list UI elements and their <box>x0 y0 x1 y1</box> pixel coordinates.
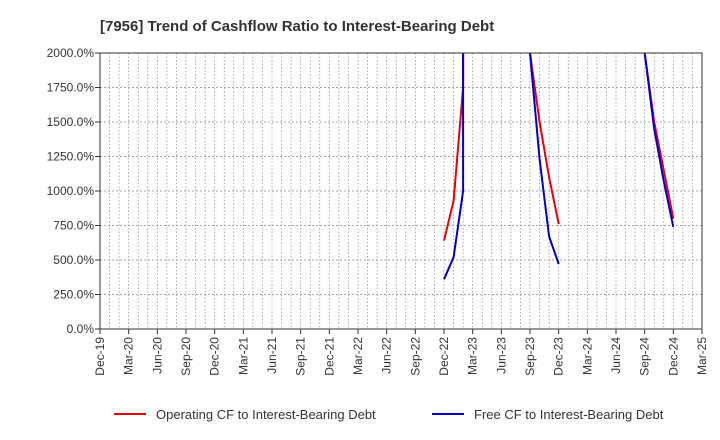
series-line-free-cf <box>443 53 465 280</box>
y-tick-label: 500.0% <box>53 253 94 267</box>
y-tick-label: 1000.0% <box>47 184 95 198</box>
x-tick-label: Mar-21 <box>236 337 250 375</box>
y-tick-label: 1500.0% <box>47 115 95 129</box>
x-tick-label: Sep-22 <box>408 337 422 376</box>
x-tick-label: Dec-22 <box>437 337 451 376</box>
x-tick-label: Sep-23 <box>523 337 537 376</box>
series-line-operating-cf <box>643 52 675 219</box>
x-tick-label: Mar-22 <box>351 337 365 375</box>
legend-label: Operating CF to Interest-Bearing Debt <box>156 407 376 422</box>
x-tick-label: Mar-20 <box>122 337 136 375</box>
x-tick-label: Dec-24 <box>666 337 680 376</box>
x-tick-label: Dec-23 <box>552 337 566 376</box>
x-tick-label: Sep-21 <box>294 337 308 376</box>
y-tick-label: 0.0% <box>67 322 95 336</box>
chart-title: [7956] Trend of Cashflow Ratio to Intere… <box>100 18 494 35</box>
grid <box>100 52 702 329</box>
x-tick-label: Mar-23 <box>466 337 480 375</box>
x-tick-label: Dec-21 <box>322 337 336 376</box>
x-tick-label: Jun-21 <box>265 337 279 374</box>
x-tick-label: Dec-20 <box>208 337 222 376</box>
legend: Operating CF to Interest-Bearing Debt Fre… <box>114 407 664 422</box>
y-tick-label: 1750.0% <box>47 81 95 95</box>
y-tick-label: 2000.0% <box>47 46 95 60</box>
x-tick-label: Mar-25 <box>695 337 709 375</box>
x-tick-label: Mar-24 <box>580 337 594 375</box>
series-line-operating-cf <box>529 52 560 225</box>
x-tick-label: Jun-20 <box>150 337 164 374</box>
x-tick-label: Jun-23 <box>494 337 508 374</box>
series-line-free-cf <box>529 52 560 265</box>
y-tick-label: 750.0% <box>53 219 94 233</box>
plot-frame <box>99 52 703 330</box>
x-tick-label: Dec-19 <box>93 337 107 376</box>
x-tick-label: Jun-22 <box>380 337 394 374</box>
x-tick-label: Sep-20 <box>179 337 193 376</box>
axes: 0.0% 250.0% 500.0% 750.0% 1000.0% 1250.0% 1500… <box>47 46 709 376</box>
x-tick-label: Jun-24 <box>609 337 623 374</box>
y-tick-label: 1250.0% <box>47 150 95 164</box>
legend-label: Free CF to Interest-Bearing Debt <box>474 407 664 422</box>
series-lines <box>443 52 675 280</box>
x-tick-label: Sep-24 <box>638 337 652 376</box>
y-tick-label: 250.0% <box>53 288 94 302</box>
series-line-free-cf <box>643 52 675 228</box>
